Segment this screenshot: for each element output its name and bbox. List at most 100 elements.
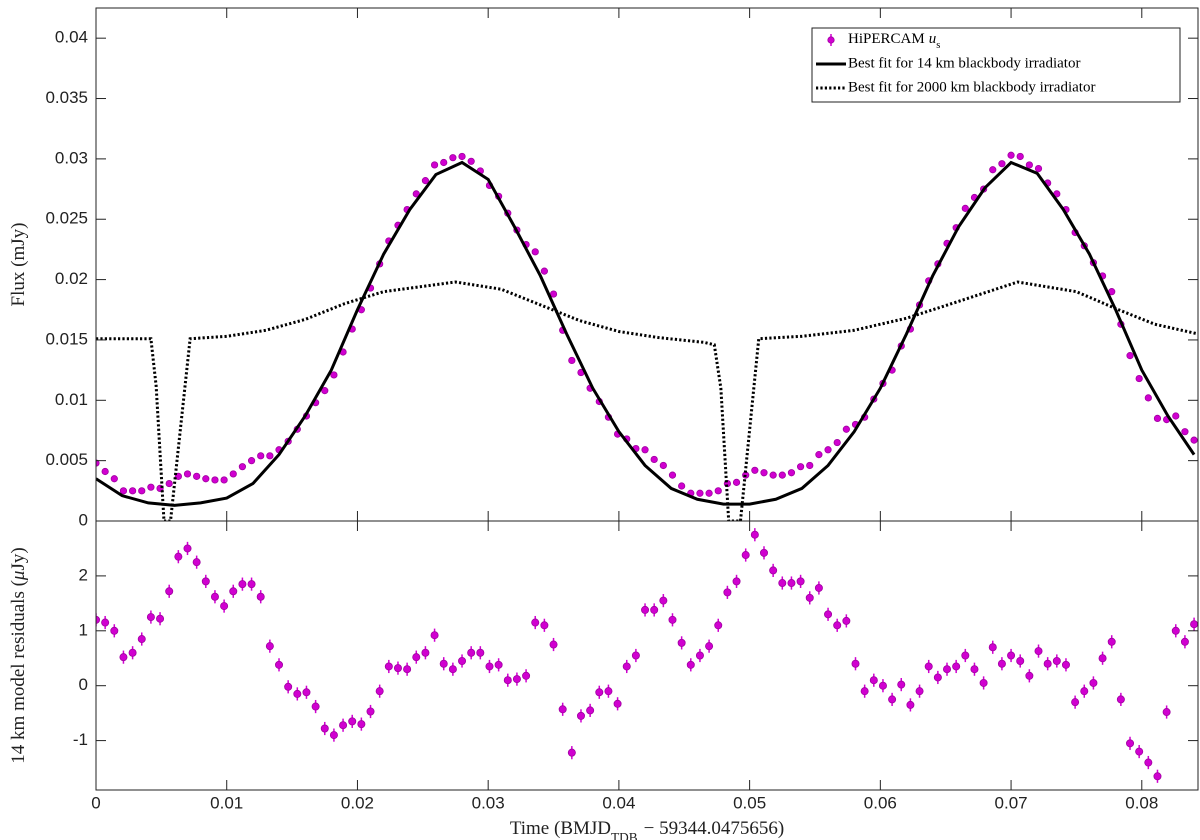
y-tick-label: 0 [79, 675, 88, 694]
data-point [412, 653, 421, 662]
data-point [797, 463, 805, 471]
data-point [247, 457, 256, 465]
panel: 0 0.005 0.01 0.015 0.02 0.025 0.03 0.035 0.04 Flu… [8, 7, 1199, 529]
data-point [1016, 656, 1025, 665]
x-tick-label: 0.01 [210, 793, 243, 812]
legend-marker [827, 36, 835, 44]
data-point [1190, 436, 1198, 444]
data-point [229, 587, 238, 596]
data-point [732, 478, 741, 486]
data-point [449, 154, 457, 162]
data-point [659, 596, 668, 605]
data-point [193, 472, 201, 480]
x-tick-label: 0.04 [602, 793, 635, 812]
data-point [229, 470, 237, 478]
data-point [183, 544, 192, 553]
legend-label: Best fit for 2000 km blackbody irradiato… [848, 79, 1095, 95]
data-point [714, 487, 722, 495]
data-point [897, 680, 906, 689]
data-point [238, 580, 247, 589]
data-point [586, 706, 595, 715]
data-point [430, 161, 439, 169]
data-point [979, 678, 988, 687]
data-point [1153, 772, 1162, 781]
data-point [247, 580, 256, 589]
data-point [549, 640, 558, 649]
data-point [156, 614, 165, 623]
data-point [1025, 671, 1034, 680]
data-point [650, 605, 659, 614]
data-point [339, 721, 348, 730]
data-point [760, 469, 768, 477]
data-point [110, 626, 119, 635]
data-point [458, 152, 466, 161]
axes-frame [95, 520, 1199, 791]
data-point [202, 475, 210, 483]
data-point [814, 583, 823, 592]
data-point [988, 643, 997, 652]
data-point [705, 489, 713, 497]
x-tick-label: 0.05 [733, 793, 766, 812]
data-point [1190, 620, 1198, 629]
data-point [430, 631, 439, 640]
data-point [101, 618, 110, 627]
data-point [311, 702, 320, 711]
data-point [421, 177, 430, 185]
data-point [778, 471, 786, 479]
x-tick-label: 0 [91, 793, 100, 812]
data-point [806, 461, 814, 470]
y-tick-label: 0.025 [45, 209, 88, 228]
data-point [750, 530, 759, 539]
plot-area [96, 151, 1198, 521]
data-point [751, 466, 759, 474]
y-tick-label: 0.015 [45, 329, 88, 348]
data-point [677, 638, 686, 647]
data-point [275, 660, 284, 669]
data-point [1172, 412, 1180, 420]
y-tick-label: 0.005 [45, 450, 88, 469]
data-point [256, 592, 265, 601]
data-point [503, 676, 512, 685]
data-point [440, 158, 448, 167]
data-point [924, 662, 933, 671]
data-point [531, 618, 540, 627]
data-point [970, 665, 979, 674]
data-point [787, 469, 796, 477]
data-point [1007, 651, 1016, 660]
data-point [696, 489, 704, 497]
data-point [1144, 394, 1152, 402]
y-tick-label: 1 [79, 620, 88, 639]
data-point [997, 659, 1006, 668]
data-point [138, 487, 146, 495]
data-point [1116, 695, 1125, 704]
y-axis-label: 14 km model residuals (μJy) [8, 547, 29, 763]
data-point [293, 689, 302, 698]
data-point [137, 635, 146, 644]
data-point [1181, 428, 1189, 436]
data-point [467, 648, 476, 657]
data-point [439, 659, 448, 668]
data-point [1126, 352, 1134, 360]
data-point [1016, 152, 1024, 161]
data-point [1171, 626, 1180, 635]
y-tick-label: 0.03 [55, 148, 88, 167]
data-point [796, 577, 805, 586]
data-point [668, 615, 677, 624]
data-point [119, 487, 128, 495]
data-point [714, 621, 723, 630]
data-point [302, 688, 311, 697]
data-point [769, 566, 778, 575]
data-point [998, 160, 1006, 168]
y-axis-label-part: 14 km model residuals ( [8, 580, 29, 764]
data-point [558, 705, 567, 714]
data-point [961, 651, 970, 660]
data-point [329, 731, 338, 740]
data-point [815, 451, 823, 459]
y-axis-label: Flux (mJy) [8, 223, 29, 307]
x-tick-label: 0.03 [472, 793, 505, 812]
data-point [110, 475, 118, 483]
y-tick-label: -1 [73, 730, 88, 749]
data-point [723, 588, 732, 597]
x-axis-label-part: − 59344.0475656) [644, 818, 785, 839]
legend-label-part: HiPERCAM [848, 31, 925, 47]
